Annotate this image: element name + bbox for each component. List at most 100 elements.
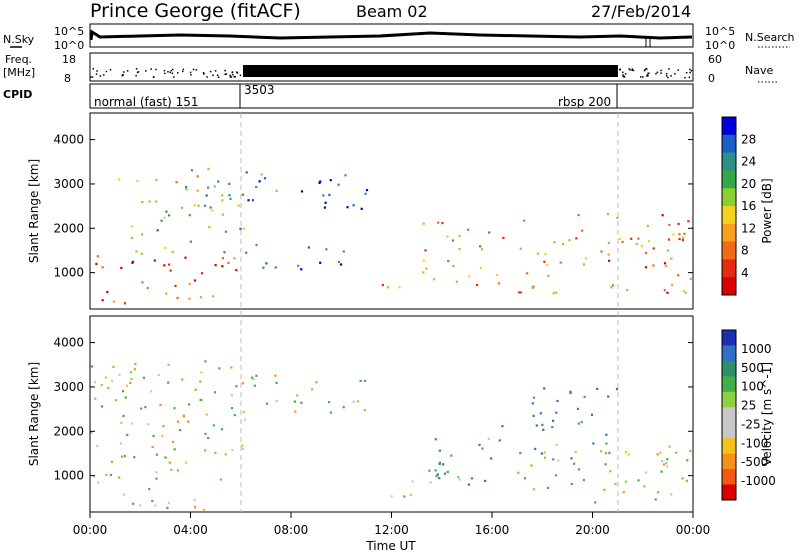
heatmap-cell <box>151 445 154 448</box>
heatmap-cell <box>212 295 215 298</box>
freq-dot <box>212 74 214 77</box>
heatmap-cell <box>677 222 680 225</box>
heatmap-cell <box>592 442 595 445</box>
heatmap-cell <box>668 445 671 448</box>
heatmap-cell <box>689 449 692 452</box>
heatmap-cell <box>148 488 151 491</box>
heatmap-cell <box>532 488 535 491</box>
heatmap-cell <box>184 256 187 259</box>
freq-dot <box>660 72 662 74</box>
time-tick-label: 08:00 <box>274 523 309 537</box>
heatmap-cell <box>90 431 93 434</box>
heatmap-cell <box>648 240 651 243</box>
freq-dot <box>126 70 129 72</box>
heatmap-cell <box>547 486 550 489</box>
heatmap-cell <box>534 447 537 450</box>
heatmap-cell <box>223 251 226 254</box>
heatmap-cell <box>194 388 197 391</box>
heatmap-cell <box>657 491 660 494</box>
heatmap-cell <box>199 296 203 299</box>
freq-dot <box>217 76 220 79</box>
freq-dot <box>674 73 676 75</box>
heatmap-cell <box>325 248 328 251</box>
heatmap-cell <box>681 239 685 242</box>
colorbar-swatch <box>722 117 736 136</box>
heatmap-cell <box>523 477 526 480</box>
heatmap-cell <box>160 219 163 222</box>
heatmap-cell <box>519 247 522 250</box>
heatmap-cell <box>213 391 217 394</box>
power-panel-bg <box>90 113 693 309</box>
heatmap-cell <box>239 227 242 230</box>
heatmap-cell <box>237 204 240 207</box>
colorbar-swatch <box>722 345 736 362</box>
heatmap-cell <box>446 470 449 473</box>
freq-dot <box>684 76 686 79</box>
power-colorbar-label: Power [dB] <box>760 178 774 243</box>
freq-dot <box>182 68 185 71</box>
heatmap-cell <box>107 387 110 390</box>
freq-dot <box>232 73 234 76</box>
heatmap-cell <box>661 460 664 463</box>
heatmap-cell <box>422 271 425 274</box>
freq-dot <box>668 68 670 70</box>
heatmap-cell <box>155 200 158 203</box>
heatmap-cell <box>123 493 126 496</box>
colorbar-swatch <box>722 277 736 296</box>
heatmap-cell <box>122 414 125 417</box>
freq-dot <box>170 69 173 72</box>
heatmap-cell <box>666 458 669 461</box>
heatmap-cell <box>670 257 673 260</box>
heatmap-cell <box>644 251 648 255</box>
freq-dot <box>135 74 137 77</box>
freq-dot <box>103 74 105 76</box>
colorbar-swatch <box>722 188 736 207</box>
heatmap-cell <box>196 175 199 178</box>
heatmap-cell <box>497 282 500 285</box>
heatmap-cell <box>476 283 479 287</box>
freq-dot <box>656 71 659 74</box>
heatmap-cell <box>425 267 428 270</box>
heatmap-cell <box>176 296 179 299</box>
freq-dot <box>677 69 680 71</box>
heatmap-cell <box>131 260 135 263</box>
colorbar-tick-label: 500 <box>741 361 764 375</box>
heatmap-cell <box>181 206 184 209</box>
heatmap-cell <box>637 479 640 482</box>
heatmap-cell <box>594 501 597 504</box>
heatmap-cell <box>159 403 162 406</box>
heatmap-cell <box>112 365 115 368</box>
heatmap-cell <box>327 401 331 404</box>
heatmap-cell <box>526 272 529 275</box>
freq-dot <box>670 75 672 77</box>
colorbar-swatch <box>722 438 736 455</box>
heatmap-cell <box>252 378 255 381</box>
freq-dot <box>628 68 630 70</box>
y-tick-label: 1000 <box>53 469 84 483</box>
heatmap-cell <box>667 238 671 241</box>
heatmap-cell <box>656 453 659 456</box>
heatmap-cell <box>188 403 191 406</box>
heatmap-cell <box>654 498 657 501</box>
heatmap-cell <box>233 257 236 260</box>
heatmap-cell <box>148 200 151 203</box>
freq-dot <box>137 71 140 73</box>
heatmap-cell <box>185 186 188 189</box>
freq-dot <box>689 71 691 74</box>
heatmap-cell <box>133 456 136 459</box>
date-label: 27/Feb/2014 <box>591 2 691 21</box>
heatmap-cell <box>135 250 138 253</box>
heatmap-cell <box>574 450 577 454</box>
freq-dot <box>229 76 232 78</box>
colorbar-tick-label: 12 <box>741 221 756 235</box>
heatmap-cell <box>670 283 674 286</box>
heatmap-cell <box>176 420 180 423</box>
freq-dot <box>235 71 238 73</box>
nsearch-tick-high: 10^5 <box>705 25 735 38</box>
heatmap-cell <box>187 420 190 423</box>
colorbar-tick-label: 25 <box>741 399 756 413</box>
heatmap-cell <box>141 233 144 236</box>
heatmap-cell <box>480 248 483 251</box>
heatmap-cell <box>635 242 638 246</box>
heatmap-cell <box>661 214 664 217</box>
